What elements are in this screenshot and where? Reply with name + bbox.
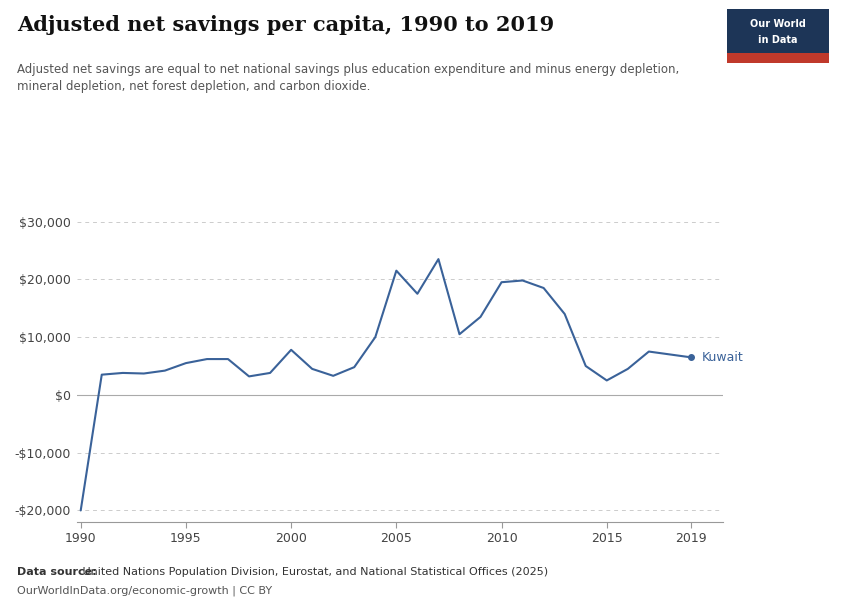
Text: in Data: in Data: [758, 35, 797, 46]
Text: Data source:: Data source:: [17, 567, 97, 577]
Bar: [727, 53, 829, 63]
Text: Adjusted net savings per capita, 1990 to 2019: Adjusted net savings per capita, 1990 to…: [17, 15, 554, 35]
Text: OurWorldInData.org/economic-growth | CC BY: OurWorldInData.org/economic-growth | CC …: [17, 585, 272, 595]
Text: United Nations Population Division, Eurostat, and National Statistical Offices (: United Nations Population Division, Euro…: [79, 567, 548, 577]
Text: Our World: Our World: [750, 19, 806, 29]
Text: Kuwait: Kuwait: [701, 351, 743, 364]
Bar: [727, 9, 829, 53]
Text: Adjusted net savings are equal to net national savings plus education expenditur: Adjusted net savings are equal to net na…: [17, 63, 679, 93]
